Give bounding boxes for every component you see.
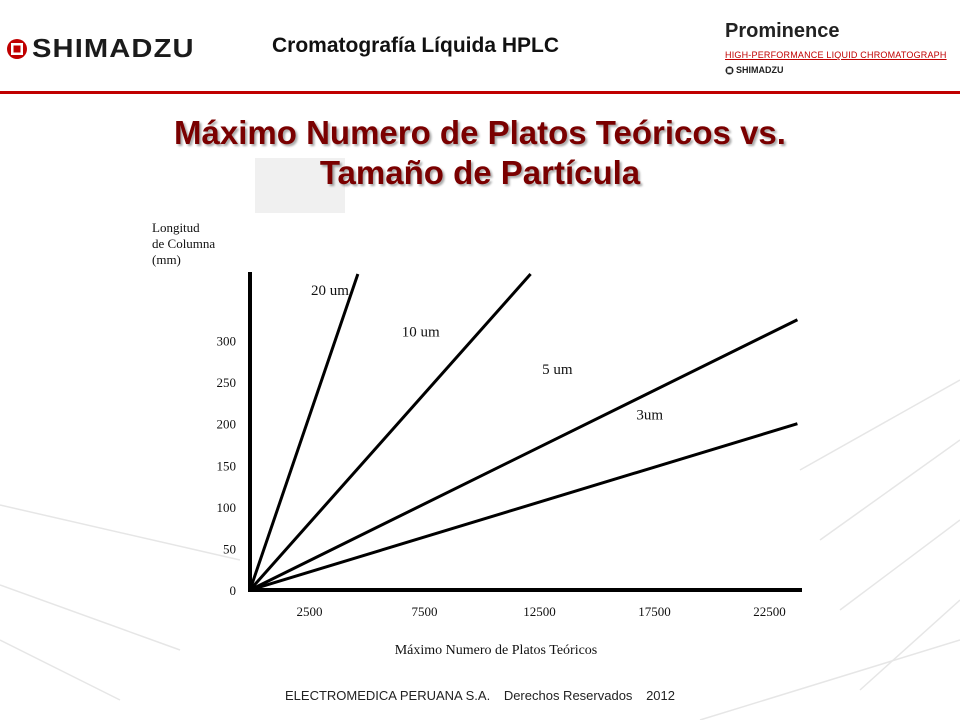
- brand-maker: SHIMADZU: [725, 65, 784, 75]
- y-tick-label: 300: [217, 334, 237, 349]
- series-label: 20 um: [311, 283, 349, 299]
- y-tick-label: 0: [230, 583, 237, 598]
- series-line: [248, 273, 532, 591]
- slide-title: Máximo Numero de Platos Teóricos vs. Tam…: [0, 113, 960, 193]
- brand-maker-text: SHIMADZU: [736, 65, 784, 75]
- footer-year: 2012: [646, 688, 675, 703]
- y-tick-label: 100: [217, 500, 237, 515]
- x-tick-label: 2500: [297, 604, 323, 619]
- slide-footer: ELECTROMEDICA PERUANA S.A. Derechos Rese…: [0, 688, 960, 703]
- y-tick-label: 200: [217, 417, 237, 432]
- chart: 0 50 100 150 200 250 300 2500 7500 12500 17500 2250…: [152, 220, 802, 658]
- brand-subtitle: HIGH-PERFORMANCE LIQUID CHROMATOGRAPH: [725, 50, 947, 60]
- y-axis-label: Longitud: [152, 220, 200, 235]
- slide-header: SHIMADZU Cromatografía Líquida HPLC Prom…: [0, 0, 960, 95]
- x-tick-label: 22500: [753, 604, 786, 619]
- x-tick-label: 12500: [523, 604, 556, 619]
- x-tick-label: 17500: [638, 604, 671, 619]
- shimadzu-logo-text: SHIMADZU: [32, 33, 195, 63]
- shimadzu-small-logo-icon: [725, 66, 734, 74]
- series-label: 3um: [636, 408, 663, 424]
- series-label: 10 um: [402, 324, 440, 340]
- footer-rights: Derechos Reservados: [503, 688, 633, 703]
- series-line: [249, 422, 798, 592]
- series-line: [249, 318, 799, 592]
- y-tick-label: 150: [217, 458, 237, 473]
- y-tick-label: 250: [217, 375, 237, 390]
- y-axis-label: de Columna: [152, 236, 215, 251]
- y-axis-label: (mm): [152, 252, 181, 267]
- header-title: Cromatografía Líquida HPLC: [272, 34, 560, 57]
- x-axis-label: Máximo Numero de Platos Teóricos: [395, 643, 598, 658]
- slide-title-line1: Máximo Numero de Platos Teóricos vs.: [174, 114, 786, 151]
- series-label: 5 um: [542, 362, 573, 378]
- header-divider: [0, 91, 960, 94]
- brand-name: Prominence: [725, 20, 840, 42]
- shimadzu-logo-icon: [7, 39, 27, 59]
- series-line: [248, 273, 360, 591]
- x-tick-label: 7500: [412, 604, 438, 619]
- slide-title-line2: Tamaño de Partícula: [319, 154, 641, 191]
- footer-company: ELECTROMEDICA PERUANA S.A.: [285, 688, 491, 703]
- y-tick-label: 50: [223, 541, 236, 556]
